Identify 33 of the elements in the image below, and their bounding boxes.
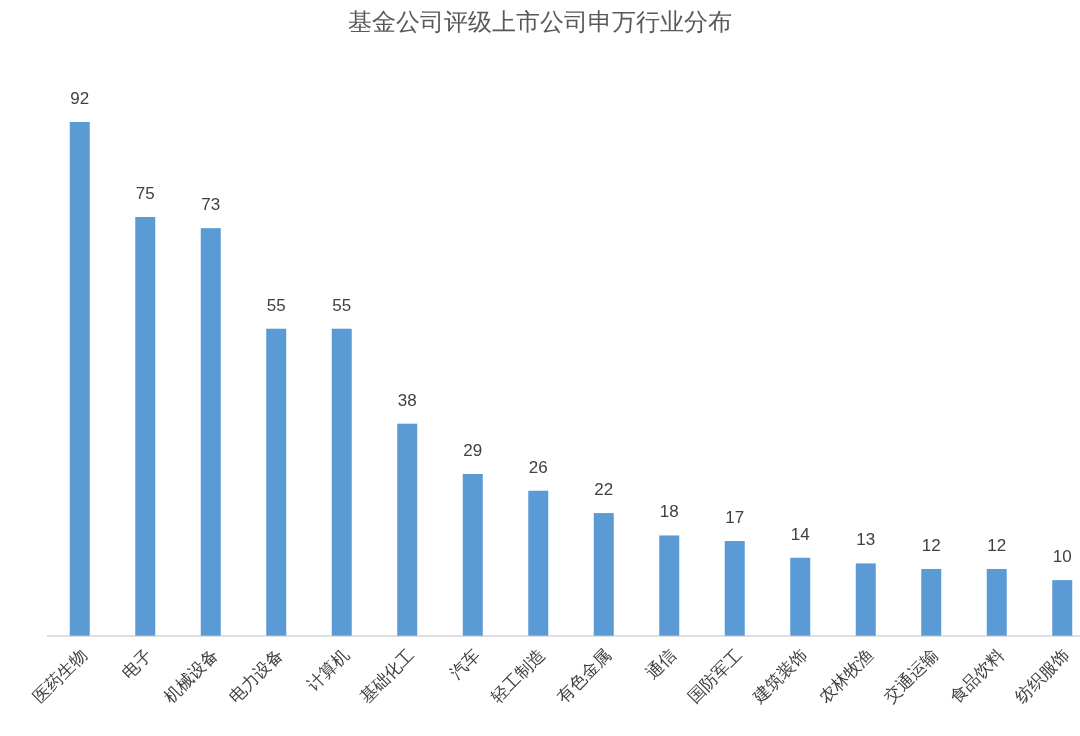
x-tick-label: 机械设备 bbox=[160, 645, 222, 707]
title: 基金公司评级上市公司申万行业分布 bbox=[348, 8, 732, 35]
x-tick-label: 基础化工 bbox=[356, 645, 419, 707]
data-label: 73 bbox=[201, 195, 221, 215]
x-tick-label: 电力设备 bbox=[225, 645, 288, 707]
data-label: 26 bbox=[528, 457, 548, 477]
data-label: 14 bbox=[790, 524, 810, 544]
x-tick-label: 交通运输 bbox=[880, 645, 943, 707]
x-tick-label: 通信 bbox=[642, 645, 681, 683]
data-label: 22 bbox=[594, 480, 614, 500]
x-tick-label: 建筑装饰 bbox=[748, 645, 812, 708]
x-tick-label: 计算机 bbox=[303, 645, 353, 695]
x-tick-label: 纺织服饰 bbox=[1011, 645, 1074, 707]
data-label: 38 bbox=[397, 390, 417, 410]
x-tick-label: 汽车 bbox=[446, 645, 484, 683]
data-label: 12 bbox=[921, 535, 941, 555]
data-label: 13 bbox=[856, 530, 876, 550]
data-label: 17 bbox=[725, 508, 745, 528]
x-tick-label: 有色金属 bbox=[553, 645, 615, 707]
x-tick-label: 医药生物 bbox=[29, 645, 91, 707]
x-tick-label: 农林牧渔 bbox=[815, 645, 877, 707]
data-label: 55 bbox=[332, 295, 352, 315]
x-tick-label: 电子 bbox=[118, 645, 157, 683]
data-label: 92 bbox=[70, 89, 90, 108]
data-label: 10 bbox=[1052, 547, 1072, 567]
data-label: 55 bbox=[266, 295, 286, 315]
x-tick-label: 国防军工 bbox=[684, 645, 746, 707]
x-tick-label: 轻工制造 bbox=[487, 645, 550, 707]
data-label: 75 bbox=[135, 183, 155, 203]
data-label: 29 bbox=[463, 440, 483, 460]
data-label: 18 bbox=[659, 502, 679, 522]
x-tick-label: 食品饮料 bbox=[946, 645, 1008, 707]
data-label: 12 bbox=[987, 535, 1007, 555]
